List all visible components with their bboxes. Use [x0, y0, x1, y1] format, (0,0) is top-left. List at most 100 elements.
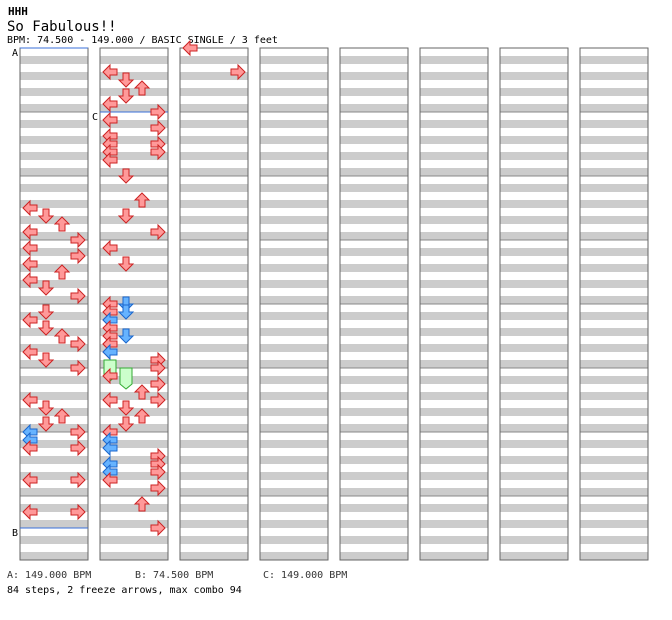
beat-stripe — [100, 408, 168, 416]
beat-stripe — [20, 152, 88, 160]
beat-stripe — [100, 88, 168, 96]
beat-stripe — [20, 344, 88, 352]
beat-stripe — [420, 440, 488, 448]
beat-stripe — [100, 360, 168, 368]
beat-stripe — [260, 248, 328, 256]
step-arrow-left — [102, 63, 118, 81]
beat-stripe — [100, 248, 168, 256]
beat-stripe — [100, 424, 168, 432]
beat-stripe — [340, 296, 408, 304]
beat-stripe — [340, 168, 408, 176]
step-arrow-up — [53, 264, 71, 280]
beat-stripe — [20, 328, 88, 336]
beat-stripe — [340, 88, 408, 96]
beat-stripe — [580, 72, 648, 80]
beat-stripe — [180, 184, 248, 192]
beat-stripe — [260, 424, 328, 432]
beat-stripe — [580, 424, 648, 432]
beat-stripe — [340, 264, 408, 272]
beat-stripe — [20, 456, 88, 464]
beat-stripe — [260, 72, 328, 80]
beat-stripe — [180, 392, 248, 400]
beat-stripe — [420, 456, 488, 464]
step-arrow-down — [37, 208, 55, 224]
beat-stripe — [340, 392, 408, 400]
beat-stripe — [580, 184, 648, 192]
beat-stripe — [500, 376, 568, 384]
step-arrow-left — [22, 503, 38, 521]
beat-stripe — [340, 552, 408, 560]
bpm-marker-a: A — [12, 48, 18, 59]
beat-stripe — [580, 120, 648, 128]
beat-stripe — [20, 120, 88, 128]
beat-stripe — [260, 408, 328, 416]
beat-stripe — [580, 344, 648, 352]
beat-stripe — [180, 56, 248, 64]
beat-stripe — [420, 504, 488, 512]
beat-stripe — [500, 424, 568, 432]
beat-stripe — [260, 56, 328, 64]
beat-stripe — [180, 520, 248, 528]
beat-stripe — [340, 520, 408, 528]
step-arrow-down — [37, 280, 55, 296]
beat-stripe — [20, 376, 88, 384]
step-arrow-down — [37, 320, 55, 336]
beat-stripe — [500, 504, 568, 512]
step-arrow-right — [150, 391, 166, 409]
beat-stripe — [340, 456, 408, 464]
beat-stripe — [500, 392, 568, 400]
beat-stripe — [580, 168, 648, 176]
beat-stripe — [500, 488, 568, 496]
beat-stripe — [340, 184, 408, 192]
beat-stripe — [420, 344, 488, 352]
beat-stripe — [340, 280, 408, 288]
beat-stripe — [340, 488, 408, 496]
step-arrow-right — [70, 231, 86, 249]
step-summary: 84 steps, 2 freeze arrows, max combo 94 — [7, 585, 242, 596]
step-arrow-right — [150, 143, 166, 161]
step-arrow-left — [22, 471, 38, 489]
beat-stripe — [20, 136, 88, 144]
beat-stripe — [260, 328, 328, 336]
step-arrow-down — [37, 400, 55, 416]
beat-stripe — [20, 232, 88, 240]
step-arrow-right — [150, 463, 166, 481]
beat-stripe — [100, 440, 168, 448]
beat-stripe — [420, 248, 488, 256]
beat-stripe — [500, 536, 568, 544]
step-arrow-down — [117, 168, 135, 184]
beat-stripe — [260, 520, 328, 528]
beat-stripe — [580, 552, 648, 560]
beat-stripe — [500, 152, 568, 160]
beat-stripe — [420, 264, 488, 272]
step-arrow-left — [22, 271, 38, 289]
beat-stripe — [180, 360, 248, 368]
bpm-marker-c: C — [92, 112, 98, 123]
beat-stripe — [580, 536, 648, 544]
beat-stripe — [100, 168, 168, 176]
beat-stripe — [260, 440, 328, 448]
beat-stripe — [100, 376, 168, 384]
beat-stripe — [100, 280, 168, 288]
beat-stripe — [340, 360, 408, 368]
beat-stripe — [260, 456, 328, 464]
beat-stripe — [580, 312, 648, 320]
beat-stripe — [580, 152, 648, 160]
beat-stripe — [340, 200, 408, 208]
step-arrow-right — [70, 471, 86, 489]
step-arrow-right — [70, 335, 86, 353]
step-arrow-left — [102, 367, 118, 385]
beat-stripe — [180, 120, 248, 128]
step-arrow-left — [22, 199, 38, 217]
step-arrow-up — [133, 192, 151, 208]
step-arrow-down — [117, 72, 135, 88]
step-arrow-down — [117, 88, 135, 104]
beat-stripe — [580, 136, 648, 144]
beat-stripe — [340, 120, 408, 128]
beat-stripe — [260, 472, 328, 480]
beat-stripe — [500, 232, 568, 240]
step-arrow-left — [22, 311, 38, 329]
beat-stripe — [500, 264, 568, 272]
beat-stripe — [100, 72, 168, 80]
step-arrow-right — [150, 519, 166, 537]
